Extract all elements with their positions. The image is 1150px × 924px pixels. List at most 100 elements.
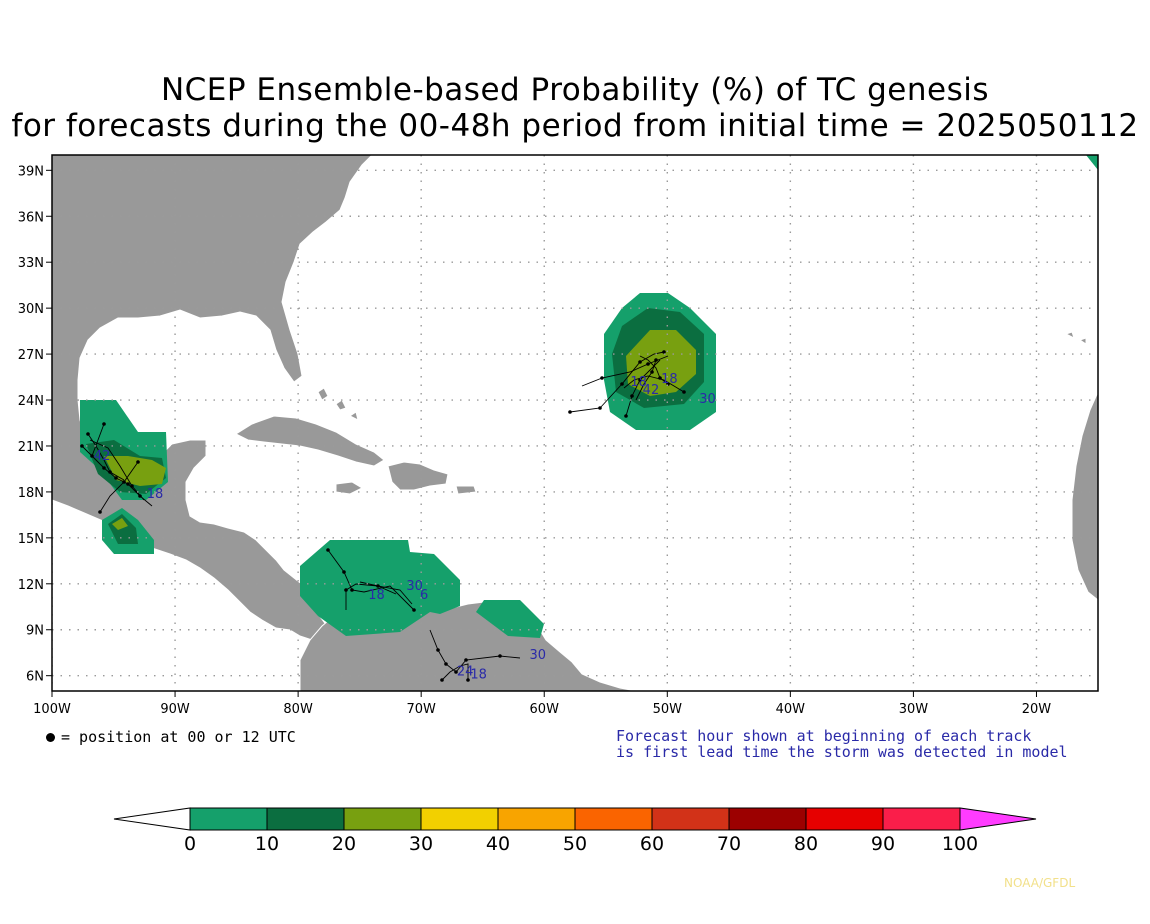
forecast-hour-label: 42 — [643, 383, 660, 398]
position-dot — [654, 358, 658, 362]
colorbar-under-arrow — [113, 807, 191, 831]
position-dot — [444, 662, 448, 666]
forecast-hour-note-line-1: Forecast hour shown at beginning of each… — [616, 727, 1032, 745]
colorbar-swatch — [805, 807, 884, 831]
map-frame — [51, 154, 1099, 692]
position-legend-text: = position at 00 or 12 UTC — [61, 728, 296, 746]
atlantic-prob-20-30 — [626, 330, 696, 396]
position-dot — [638, 360, 642, 364]
credit: NOAA/GFDL — [1004, 876, 1076, 890]
colorbar-swatch — [574, 807, 653, 831]
colorbar-label: 70 — [717, 833, 741, 855]
forecast-hour-label: 18 — [630, 375, 647, 390]
map-axes: 39N 36N 33N 30N 27N 24N 21N 18N 15N 12N 9N 6N 100W 90… — [18, 164, 1052, 717]
forecast-hour-note: Forecast hour shown at beginning of each… — [616, 728, 1068, 760]
lat-label: 21N — [18, 440, 44, 455]
lon-label: 20W — [1022, 702, 1052, 717]
probability-contours — [80, 155, 1098, 638]
colorbar-swatch — [420, 807, 499, 831]
lat-label: 27N — [18, 348, 44, 363]
colorbar-label: 100 — [942, 833, 978, 855]
forecast-hour-label: 18 — [147, 487, 164, 502]
position-dot — [122, 480, 126, 484]
position-dot — [662, 350, 666, 354]
forecast-hour-label: 30 — [406, 579, 423, 594]
lat-label: 33N — [18, 256, 44, 271]
track-atlantic-2 — [581, 355, 669, 387]
colorbar-label: 90 — [871, 833, 895, 855]
puerto-rico — [455, 485, 477, 495]
forecast-hour-label: 30 — [529, 648, 546, 663]
position-dot — [344, 588, 348, 592]
title-line-2: for forecasts during the 00-48h period f… — [11, 108, 1139, 144]
track-mexico-5 — [89, 439, 145, 501]
colorbar-label: 60 — [640, 833, 664, 855]
colorbar-label: 10 — [255, 833, 279, 855]
track-caribbean-2 — [345, 583, 397, 610]
lon-label: 80W — [283, 702, 313, 717]
lat-label: 6N — [26, 670, 44, 685]
forecast-hour-label: 24 — [457, 665, 474, 680]
colorbar-label: 30 — [409, 833, 433, 855]
position-legend: = position at 00 or 12 UTC — [46, 728, 296, 746]
forecast-hour-label: 6 — [420, 588, 428, 603]
position-dot — [102, 466, 106, 470]
forecast-hour-note-line-2: is first lead time the storm was detecte… — [616, 743, 1068, 761]
position-dot — [86, 432, 90, 436]
position-dot — [114, 476, 118, 480]
forecast-hour-label: 30 — [699, 392, 716, 407]
colorbar-label: 20 — [332, 833, 356, 855]
position-dot — [638, 378, 642, 382]
position-dot — [412, 608, 416, 612]
position-dot — [342, 570, 346, 574]
position-dot — [98, 510, 102, 514]
position-dot-icon — [46, 733, 55, 742]
colorbar-swatch — [651, 807, 730, 831]
colorbar-label: 50 — [563, 833, 587, 855]
lon-label: 100W — [33, 702, 71, 717]
colorbar: 0 10 20 30 40 50 60 70 80 90 100 — [113, 807, 1037, 855]
cuba — [234, 415, 385, 467]
track-caribbean-3 — [359, 581, 413, 605]
colorbar-swatch — [882, 807, 961, 831]
forecast-hour-label: 18 — [661, 372, 678, 387]
lon-label: 50W — [653, 702, 683, 717]
position-dot — [598, 406, 602, 410]
colorbar-over-arrow — [959, 807, 1037, 831]
bahamas — [317, 387, 359, 421]
position-dot — [646, 362, 650, 366]
lat-label: 18N — [18, 486, 44, 501]
position-dot — [376, 584, 380, 588]
position-dot — [350, 588, 354, 592]
position-dot — [326, 548, 330, 552]
position-dot — [600, 376, 604, 380]
position-dot — [498, 654, 502, 658]
title-line-1: NCEP Ensemble-based Probability (%) of T… — [160, 72, 990, 108]
venezuela-prob-0-10 — [476, 600, 544, 638]
position-dot — [440, 678, 444, 682]
colorbar-swatch — [189, 807, 268, 831]
colorbar-swatch — [266, 807, 345, 831]
canary-islands — [1064, 331, 1087, 345]
position-dot — [436, 648, 440, 652]
position-dot — [138, 494, 142, 498]
position-dot — [650, 370, 654, 374]
lon-label: 30W — [899, 702, 929, 717]
colorbar-swatch — [497, 807, 576, 831]
pacific-prob-20-30 — [112, 518, 128, 530]
top-right-prob — [1086, 155, 1098, 170]
forecast-hour-label: 18 — [470, 668, 487, 683]
track-mexico-2 — [87, 433, 125, 481]
position-dot — [630, 394, 634, 398]
track-venezuela-2 — [441, 663, 469, 681]
lon-label: 40W — [776, 702, 806, 717]
lat-label: 30N — [18, 302, 44, 317]
lat-label: 9N — [26, 624, 44, 639]
position-dot — [624, 414, 628, 418]
lon-label: 90W — [160, 702, 190, 717]
position-dot — [466, 678, 470, 682]
position-dot — [136, 460, 140, 464]
lat-label: 24N — [18, 394, 44, 409]
